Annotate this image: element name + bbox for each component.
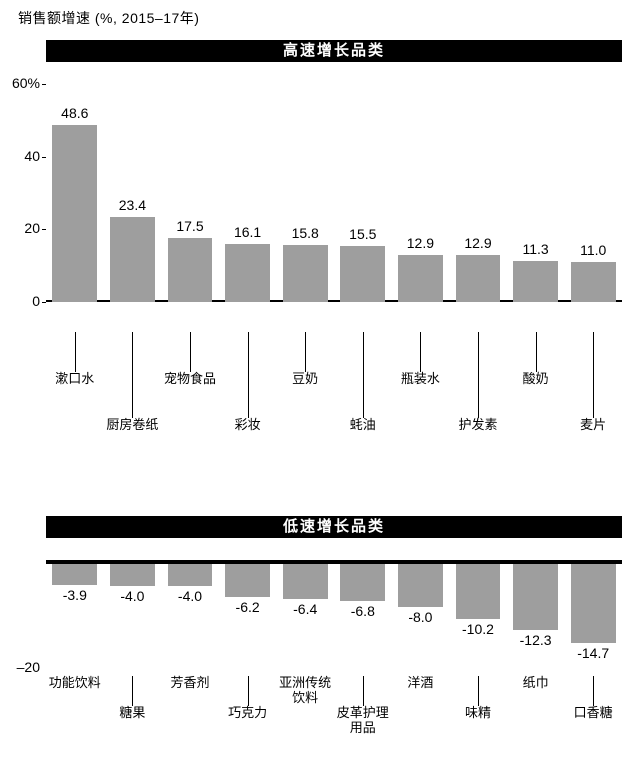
top-x-connector — [248, 332, 249, 418]
top-bar — [513, 261, 558, 302]
top-section-header-text: 高速增长品类 — [283, 42, 385, 59]
top-bar-value: 12.9 — [449, 235, 507, 251]
top-x-label: 酸奶 — [501, 372, 571, 387]
top-x-label: 豆奶 — [270, 372, 340, 387]
bottom-x-labels: 功能饮料糖果 芳香剂巧克力亚洲传统饮料皮革护理用品 洋酒味精 纸巾口香糖 — [46, 676, 622, 776]
top-x-connector — [132, 332, 133, 418]
top-bar — [283, 245, 328, 302]
top-y-tick: 0 — [0, 293, 40, 309]
bottom-bar-value: -3.9 — [46, 587, 104, 603]
bottom-x-label: 口香糖 — [562, 706, 624, 721]
bottom-x-label: 皮革护理用品 — [332, 706, 394, 736]
bottom-bar-value: -4.0 — [104, 588, 162, 604]
top-bar — [571, 262, 616, 302]
top-bar-value: 15.8 — [276, 225, 334, 241]
bottom-x-connector — [593, 676, 594, 706]
bottom-bar — [340, 564, 385, 601]
bottom-chart: –20-3.9-4.0-4.0-6.2-6.4-6.8-8.0-10.2-12.… — [46, 560, 622, 668]
top-x-label: 厨房卷纸 — [97, 418, 167, 433]
bottom-x-connector — [248, 676, 249, 706]
top-x-label: 麦片 — [558, 418, 628, 433]
bottom-bar-value: -12.3 — [507, 632, 565, 648]
top-bar-value: 11.0 — [564, 242, 622, 258]
chart-title: 销售额增速 (%, 2015–17年) — [18, 8, 199, 28]
top-bar-value: 16.1 — [219, 224, 277, 240]
top-x-labels: 漱口水厨房卷纸宠物食品彩妆豆奶蚝油瓶装水护发素酸奶麦片 — [46, 332, 622, 482]
bottom-bar-value: -10.2 — [449, 621, 507, 637]
top-bar-value: 12.9 — [392, 235, 450, 251]
top-bar — [398, 255, 443, 302]
bottom-section-header: 低速增长品类 — [46, 516, 622, 538]
top-y-tick-mark — [42, 84, 46, 85]
bottom-bar — [571, 564, 616, 643]
top-x-connector — [420, 332, 421, 372]
bottom-x-label: 糖果 — [101, 706, 163, 721]
bottom-bar-value: -6.2 — [219, 599, 277, 615]
top-x-connector — [75, 332, 76, 372]
top-bar-value: 17.5 — [161, 218, 219, 234]
top-bar — [52, 125, 97, 302]
top-bar — [168, 238, 213, 302]
top-bar — [225, 244, 270, 302]
top-x-label: 瓶装水 — [385, 372, 455, 387]
top-x-label: 护发素 — [443, 418, 513, 433]
top-chart: 0204060%48.623.417.516.115.815.512.912.9… — [46, 84, 622, 302]
bottom-x-connector — [132, 676, 133, 706]
top-section-header: 高速增长品类 — [46, 40, 622, 62]
top-bar-value: 15.5 — [334, 226, 392, 242]
top-x-label: 彩妆 — [213, 418, 283, 433]
top-x-connector — [305, 332, 306, 372]
top-bar — [456, 255, 501, 302]
top-y-tick-mark — [42, 229, 46, 230]
bottom-x-label: 巧克力 — [217, 706, 279, 721]
top-y-tick: 60% — [0, 75, 40, 91]
bottom-bar-value: -8.0 — [392, 609, 450, 625]
top-y-tick-mark — [42, 157, 46, 158]
top-x-connector — [478, 332, 479, 418]
bottom-x-label: 洋酒 — [389, 676, 451, 691]
bottom-bar — [110, 564, 155, 586]
bottom-x-connector — [363, 676, 364, 706]
top-x-connector — [593, 332, 594, 418]
bottom-y-tick: –20 — [0, 659, 40, 675]
bottom-bar — [456, 564, 501, 619]
bottom-x-connector — [478, 676, 479, 706]
top-x-connector — [363, 332, 364, 418]
bottom-x-label: 亚洲传统饮料 — [274, 676, 336, 706]
top-x-label: 蚝油 — [328, 418, 398, 433]
bottom-bar — [513, 564, 558, 630]
top-y-tick: 20 — [0, 220, 40, 236]
bottom-x-label: 功能饮料 — [44, 676, 106, 691]
bottom-bar-value: -6.4 — [276, 601, 334, 617]
top-x-label: 宠物食品 — [155, 372, 225, 387]
bottom-bar-value: -14.7 — [564, 645, 622, 661]
top-bar — [110, 217, 155, 302]
top-bar-value: 11.3 — [507, 241, 565, 257]
top-bar-value: 48.6 — [46, 105, 104, 121]
top-y-tick: 40 — [0, 148, 40, 164]
top-x-label: 漱口水 — [40, 372, 110, 387]
top-x-connector — [190, 332, 191, 372]
bottom-bar — [283, 564, 328, 599]
bottom-x-label: 味精 — [447, 706, 509, 721]
bottom-bar — [398, 564, 443, 607]
bottom-x-label: 纸巾 — [505, 676, 567, 691]
bottom-x-label: 芳香剂 — [159, 676, 221, 691]
bottom-bar — [168, 564, 213, 586]
bottom-bar-value: -4.0 — [161, 588, 219, 604]
top-y-tick-mark — [42, 302, 46, 303]
bottom-section-header-text: 低速增长品类 — [283, 518, 385, 535]
top-bar — [340, 246, 385, 302]
top-bar-value: 23.4 — [104, 197, 162, 213]
bottom-bar — [52, 564, 97, 585]
top-x-connector — [536, 332, 537, 372]
bottom-bar — [225, 564, 270, 597]
bottom-bar-value: -6.8 — [334, 603, 392, 619]
